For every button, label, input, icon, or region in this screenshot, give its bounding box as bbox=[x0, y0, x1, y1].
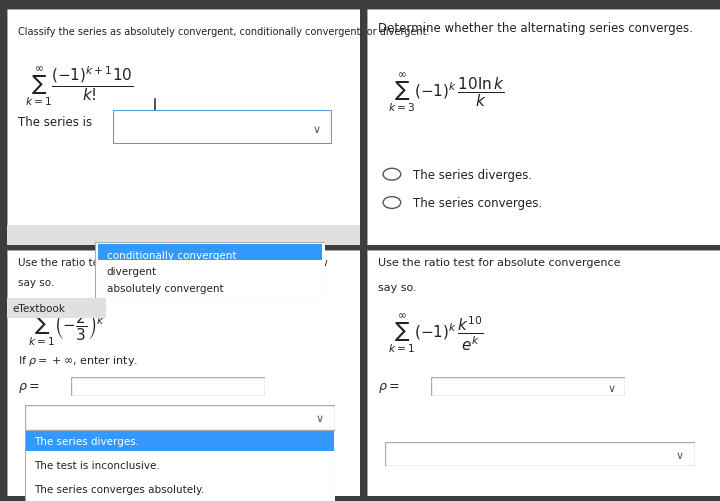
Text: ∨: ∨ bbox=[315, 414, 324, 424]
Text: Determine whether the alternating series converges.: Determine whether the alternating series… bbox=[378, 22, 693, 35]
Text: The series diverges.: The series diverges. bbox=[413, 168, 532, 181]
Text: say so.: say so. bbox=[378, 283, 416, 293]
Text: $\sum_{k=3}^{\infty}(-1)^k\,\dfrac{10\ln k}{k}$: $\sum_{k=3}^{\infty}(-1)^k\,\dfrac{10\ln… bbox=[388, 71, 505, 115]
Text: absolutely convergent: absolutely convergent bbox=[107, 283, 223, 293]
Text: If $\rho = +\infty$, enter inty.: If $\rho = +\infty$, enter inty. bbox=[18, 354, 138, 368]
Text: say so.: say so. bbox=[18, 278, 54, 288]
Text: ∨: ∨ bbox=[675, 450, 684, 460]
Text: $\rho =$: $\rho =$ bbox=[18, 381, 40, 395]
Text: Classify the series as absolutely convergent, conditionally convergent, or diver: Classify the series as absolutely conver… bbox=[18, 27, 429, 37]
Text: $\rho =$: $\rho =$ bbox=[378, 381, 400, 395]
Text: ∨: ∨ bbox=[607, 383, 615, 393]
Text: The series converges absolutely.: The series converges absolutely. bbox=[34, 484, 204, 494]
Text: The series converges.: The series converges. bbox=[413, 196, 542, 209]
Text: $\sum_{k=1}^{\infty}(-1)^k\,\dfrac{k^{10}}{e^k}$: $\sum_{k=1}^{\infty}(-1)^k\,\dfrac{k^{10… bbox=[388, 312, 484, 356]
Bar bbox=[98, 244, 323, 261]
Text: The series diverges.: The series diverges. bbox=[34, 436, 139, 446]
Text: conditionally convergent: conditionally convergent bbox=[107, 250, 236, 260]
Bar bbox=[27, 431, 334, 451]
Text: Use the ratio test for absolute convergence to determine w: Use the ratio test for absolute converge… bbox=[18, 258, 328, 268]
Text: The series is: The series is bbox=[18, 116, 92, 129]
Text: Use the ratio test for absolute convergence: Use the ratio test for absolute converge… bbox=[378, 258, 621, 268]
Text: eTextbook: eTextbook bbox=[12, 303, 65, 313]
Text: divergent: divergent bbox=[107, 267, 157, 277]
Text: The test is inconclusive.: The test is inconclusive. bbox=[34, 460, 160, 470]
Text: $\sum_{k=1}^{\infty}\left(-\dfrac{2}{3}\right)^{k}$: $\sum_{k=1}^{\infty}\left(-\dfrac{2}{3}\… bbox=[28, 305, 106, 348]
Text: ∨: ∨ bbox=[312, 124, 320, 134]
Text: $\sum_{k=1}^{\infty}\dfrac{(-1)^{k+1}10}{k!}$: $\sum_{k=1}^{\infty}\dfrac{(-1)^{k+1}10}… bbox=[24, 64, 133, 108]
